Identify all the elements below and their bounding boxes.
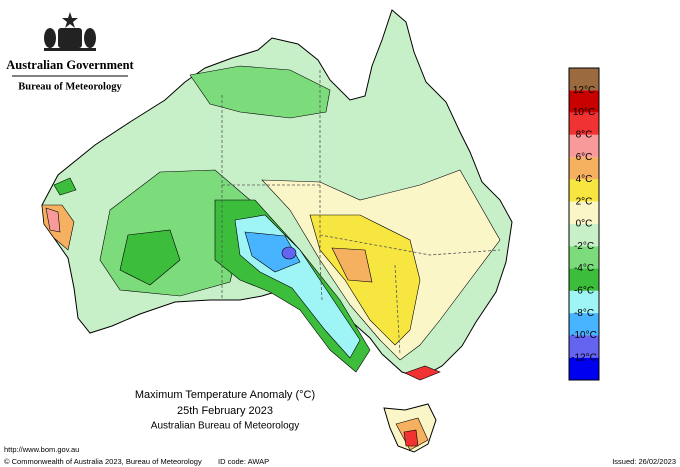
legend-label: 2°C bbox=[576, 196, 593, 207]
legend-swatch bbox=[569, 68, 599, 91]
legend-swatch bbox=[569, 313, 599, 336]
id-code: ID code: AWAP bbox=[218, 457, 269, 466]
legend-label: -12°C bbox=[571, 352, 597, 363]
legend-swatch bbox=[569, 201, 599, 224]
url: http://www.bom.gov.au bbox=[4, 445, 79, 454]
legend-swatch bbox=[569, 246, 599, 269]
legend-label: 6°C bbox=[576, 152, 593, 163]
legend-swatch bbox=[569, 290, 599, 314]
legend-label: 12°C bbox=[573, 85, 595, 96]
legend-label: -10°C bbox=[571, 330, 597, 341]
legend-swatch bbox=[569, 268, 599, 291]
legend-swatch bbox=[569, 157, 599, 180]
agency: Australian Government bbox=[6, 58, 134, 72]
map-source: Australian Bureau of Meteorology bbox=[151, 421, 299, 432]
legend-label: -2°C bbox=[574, 241, 594, 252]
legend-swatch bbox=[569, 357, 599, 380]
map-date: 25th February 2023 bbox=[177, 405, 273, 417]
state-borders bbox=[221, 70, 501, 356]
anomaly-areas bbox=[41, 65, 501, 451]
legend-swatch bbox=[569, 90, 599, 113]
issued: Issued: 26/02/2023 bbox=[612, 457, 676, 466]
legend: 12°C 10°C 8°C 6°C 4°C 2°C 0°C -2°C -4°C -6°C -8°C -… bbox=[568, 67, 600, 381]
legend-swatch bbox=[569, 134, 599, 158]
legend-label: 8°C bbox=[576, 129, 593, 140]
legend-swatch bbox=[569, 224, 599, 247]
coat-of-arms bbox=[44, 12, 96, 51]
legend-label: -8°C bbox=[574, 308, 594, 319]
bureau: Bureau of Meteorology bbox=[18, 81, 122, 92]
legend-swatch bbox=[569, 335, 599, 358]
legend-label: 10°C bbox=[573, 107, 595, 118]
legend-swatch bbox=[569, 112, 599, 135]
copyright: © Commonwealth of Australia 2023, Bureau… bbox=[4, 457, 202, 466]
legend-label: 4°C bbox=[576, 174, 593, 185]
map-title: Maximum Temperature Anomaly (°C) bbox=[135, 389, 315, 401]
legend-label: -4°C bbox=[574, 263, 594, 274]
legend-label: 0°C bbox=[576, 219, 593, 230]
legend-label: -6°C bbox=[574, 285, 594, 296]
legend-swatch bbox=[569, 179, 599, 202]
legend-frame bbox=[568, 67, 600, 381]
